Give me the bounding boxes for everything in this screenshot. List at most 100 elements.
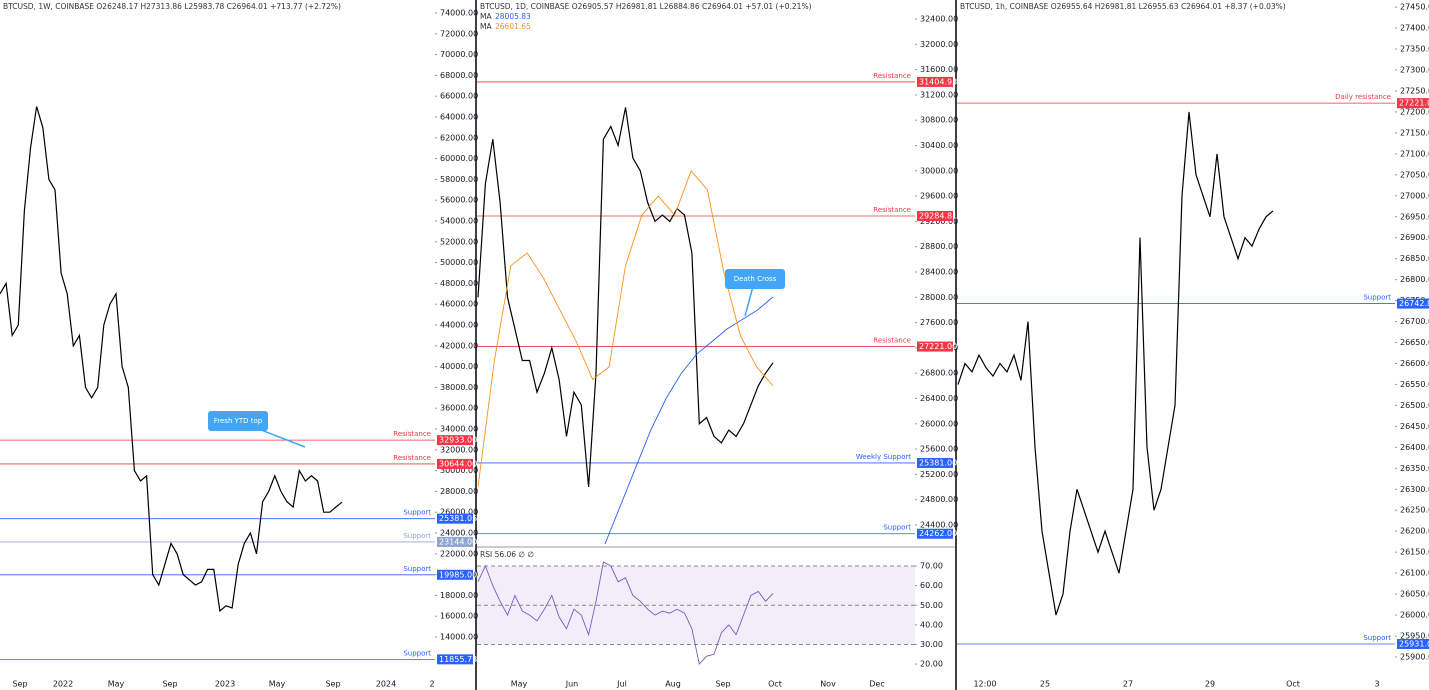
price-box (437, 654, 473, 665)
y-tick-label: 50.00 (920, 601, 943, 610)
y-tick-label: 34000.00 (440, 425, 478, 434)
x-tick-label: Sep (162, 680, 177, 689)
y-tick-label: 26250.00 (1400, 506, 1429, 515)
y-tick-label: 26900.00 (1400, 233, 1429, 242)
y-tick-label: 28400.00 (920, 267, 958, 276)
level-label: Resistance (393, 454, 431, 462)
y-tick-label: 16000.00 (440, 612, 478, 621)
y-tick-label: 30.00 (920, 640, 943, 649)
price-box (437, 569, 473, 580)
legend-value: 28005.83 (495, 12, 531, 21)
y-tick-label: 24400.00 (920, 521, 958, 530)
y-tick-label: 25600.00 (920, 445, 958, 454)
y-tick-label: 32400.00 (920, 14, 958, 23)
y-tick-label: 27600.00 (920, 318, 958, 327)
price-label: 19985.00 (439, 570, 477, 579)
price-box (917, 211, 953, 222)
chart-header: RSI 56.06 ∅ ∅ (480, 550, 534, 559)
y-tick-label: 25200.00 (920, 470, 958, 479)
price-box (437, 536, 473, 547)
y-tick-label: 26400.00 (1400, 443, 1429, 452)
price-line (0, 106, 343, 613)
y-tick-label: 27350.00 (1400, 45, 1429, 54)
x-tick-label: Oct (768, 680, 782, 689)
y-tick-label: 30800.00 (920, 116, 958, 125)
price-box (917, 76, 953, 87)
level-label: Support (403, 532, 431, 540)
y-tick-label: 26100.00 (1400, 569, 1429, 578)
y-tick-label: 54000.00 (440, 217, 478, 226)
y-tick-label: 18000.00 (440, 591, 478, 600)
level-label: Daily resistance (1335, 93, 1391, 101)
level-label: Weekly Support (856, 453, 911, 461)
y-tick-label: 52000.00 (440, 237, 478, 246)
y-tick-label: 38000.00 (440, 383, 478, 392)
chart-header: BTCUSD, 1W, COINBASE O26248.17 H27313.86… (3, 2, 341, 11)
y-tick-label: 26000.00 (1400, 611, 1429, 620)
y-tick-label: 68000.00 (440, 71, 478, 80)
legend-value: 26601.65 (495, 22, 531, 31)
y-tick-label: 26200.00 (1400, 527, 1429, 536)
price-label: 23144.00 (439, 537, 477, 546)
y-tick-label: 26400.00 (920, 394, 958, 403)
y-tick-label: 36000.00 (440, 404, 478, 413)
y-tick-label: 25900.00 (1400, 652, 1429, 661)
x-tick-label: Oct (1286, 680, 1300, 689)
x-tick-label: Jul (616, 680, 627, 689)
level-label: Support (403, 649, 431, 657)
y-tick-label: 66000.00 (440, 92, 478, 101)
price-line (477, 561, 774, 666)
y-tick-label: 26050.00 (1400, 590, 1429, 599)
x-tick-label: May (511, 680, 528, 689)
level-label: Resistance (873, 337, 911, 345)
price-label: 25381.00 (919, 458, 957, 467)
price-label: 27221.00 (919, 342, 957, 351)
y-tick-label: 27150.00 (1400, 128, 1429, 137)
y-tick-label: 60000.00 (440, 154, 478, 163)
price-label: 32933.00 (439, 436, 477, 445)
level-label: Support (1363, 294, 1391, 302)
y-tick-label: 32000.00 (440, 445, 478, 454)
x-tick-label: 2022 (53, 680, 73, 689)
y-tick-label: 28000.00 (920, 293, 958, 302)
y-tick-label: 48000.00 (440, 279, 478, 288)
price-label: 26742.89 (1399, 299, 1429, 308)
price-line (604, 296, 774, 545)
level-label: Resistance (873, 72, 911, 80)
y-tick-label: 46000.00 (440, 300, 478, 309)
x-tick-label: May (269, 680, 286, 689)
y-tick-label: 72000.00 (440, 29, 478, 38)
level-label: Support (883, 524, 911, 532)
y-tick-label: 26850.00 (1400, 254, 1429, 263)
y-tick-label: 62000.00 (440, 133, 478, 142)
y-tick-label: 26000.00 (440, 508, 478, 517)
y-tick-label: 30400.00 (920, 141, 958, 150)
y-tick-label: 14000.00 (440, 633, 478, 642)
y-tick-label: 29600.00 (920, 192, 958, 201)
price-label: 30644.00 (439, 459, 477, 468)
y-tick-label: 25950.00 (1400, 632, 1429, 641)
y-tick-label: 58000.00 (440, 175, 478, 184)
y-tick-label: 27000.00 (1400, 191, 1429, 200)
level-label: Support (403, 509, 431, 517)
y-tick-label: 26300.00 (1400, 485, 1429, 494)
y-tick-label: 28000.00 (440, 487, 478, 496)
x-tick-label: 12:00 (973, 680, 996, 689)
y-tick-label: 26500.00 (1400, 401, 1429, 410)
level-label: Support (403, 565, 431, 573)
x-tick-label: Sep (12, 680, 27, 689)
callout-text: Fresh YTD top (214, 417, 263, 425)
level-label: Resistance (873, 206, 911, 214)
price-line (957, 111, 1274, 616)
price-line (477, 107, 774, 488)
y-tick-label: 30000.00 (440, 466, 478, 475)
y-tick-label: 27100.00 (1400, 149, 1429, 158)
y-tick-label: 26800.00 (1400, 275, 1429, 284)
y-tick-label: 40000.00 (440, 362, 478, 371)
y-tick-label: 74000.00 (440, 9, 478, 18)
legend-name: MA (480, 12, 492, 21)
chart-header: BTCUSD, 1h, COINBASE O26955.64 H26981.81… (960, 2, 1286, 11)
y-tick-label: 27400.00 (1400, 24, 1429, 33)
price-label: 27221.00 (1399, 99, 1429, 108)
price-box (917, 528, 953, 539)
